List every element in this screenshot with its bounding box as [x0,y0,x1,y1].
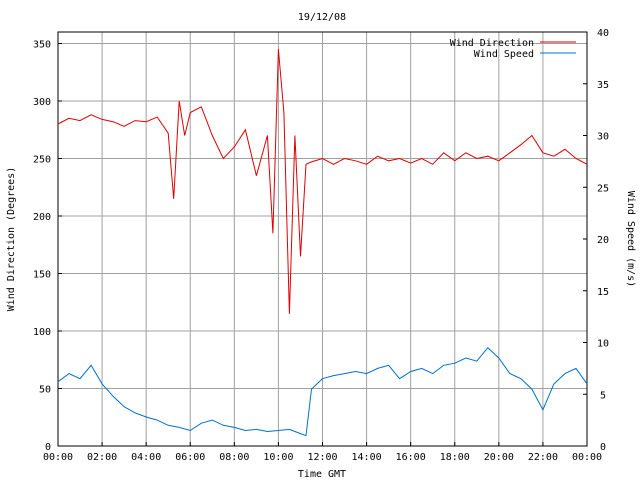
y-right-tick-label: 30 [597,132,609,143]
x-axis-title: Time GMT [298,469,346,480]
x-tick-label: 00:00 [572,452,602,463]
x-tick-label: 00:00 [43,452,73,463]
x-tick-label: 16:00 [396,452,426,463]
y-left-tick-label: 150 [33,270,51,281]
x-tick-label: 14:00 [352,452,382,463]
x-tick-label: 12:00 [307,452,337,463]
y-left-axis-title: Wind Direction (Degrees) [6,167,17,312]
series-layer [57,49,588,437]
y-left-tick-label: 100 [33,327,51,338]
y-right-tick-label: 15 [597,287,609,298]
y-left-tick-label: 250 [33,155,51,166]
grid-layer [57,31,588,447]
y-left-tick-label: 0 [45,442,51,453]
legend-label-wind-speed: Wind Speed [474,49,534,60]
axis-labels: 00:00 02:00 04:00 06:00 08:00 10:00 12:00 14:00… [33,28,609,463]
x-tick-label: 18:00 [440,452,470,463]
y-left-tick-label: 350 [33,40,51,51]
y-left-tick-label: 300 [33,97,51,108]
series-line-wind-speed [57,346,588,437]
legend-label-wind-direction: Wind Direction [450,38,534,49]
x-tick-label: 08:00 [219,452,249,463]
y-right-tick-label: 25 [597,183,609,194]
x-tick-label: 20:00 [484,452,514,463]
y-left-tick-label: 200 [33,212,51,223]
plot-frame [57,31,588,447]
x-tick-label: 04:00 [131,452,161,463]
y-right-tick-label: 10 [597,339,609,350]
y-right-axis-title: Wind Speed (m/s) [625,191,636,287]
y-right-tick-label: 20 [597,235,609,246]
y-right-tick-label: 40 [597,28,609,39]
x-tick-label: 02:00 [87,452,117,463]
x-tick-label: 10:00 [263,452,293,463]
x-tick-label: 06:00 [175,452,205,463]
chart-title: 19/12/08 [298,12,346,23]
y-right-tick-label: 35 [597,80,609,91]
series-line-wind-direction [57,49,588,314]
chart-legend: Wind Direction Wind Speed [450,38,576,60]
y-right-tick-label: 5 [600,390,606,401]
y-left-tick-label: 50 [39,385,51,396]
y-right-tick-label: 0 [600,442,606,453]
x-tick-label: 22:00 [528,452,558,463]
